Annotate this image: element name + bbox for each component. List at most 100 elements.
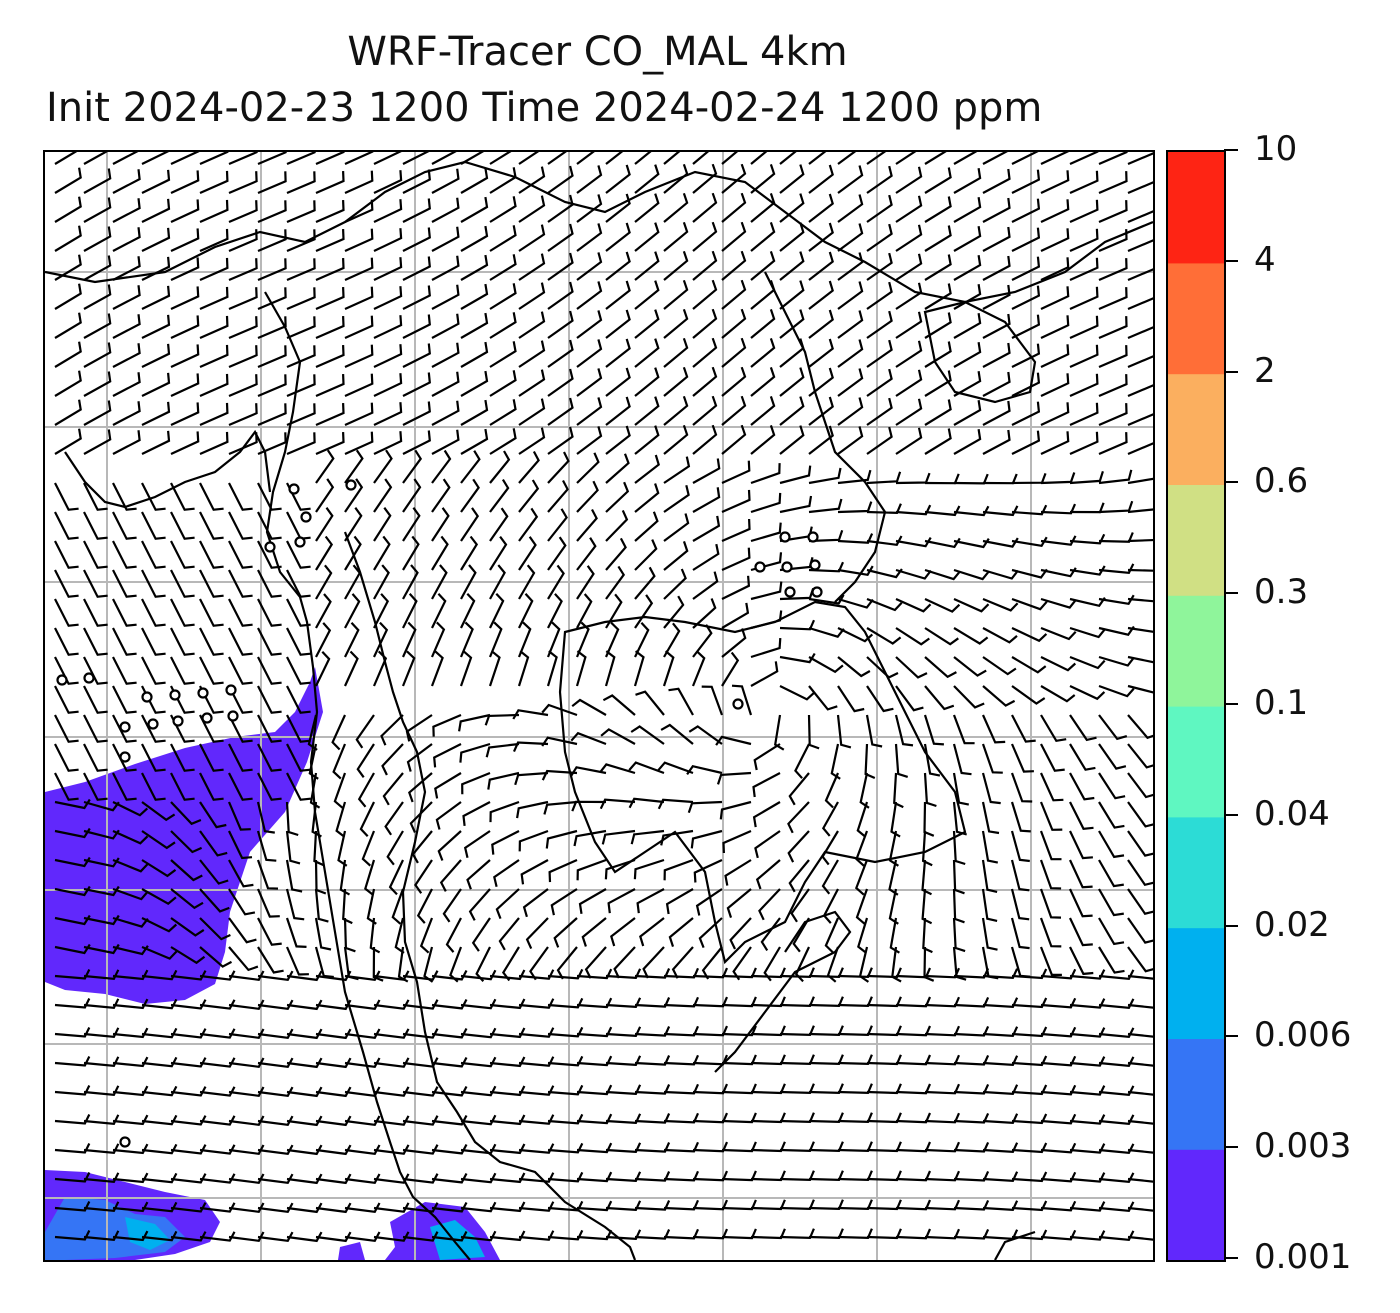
colorbar-tick bbox=[1224, 1035, 1238, 1038]
wind-barb bbox=[488, 621, 503, 658]
wind-barb bbox=[866, 368, 893, 397]
wind-barb bbox=[573, 829, 607, 847]
wind-barb bbox=[228, 511, 253, 540]
coastline-southeast bbox=[994, 1230, 1036, 1260]
wind-barb bbox=[981, 859, 998, 893]
wind-barb bbox=[895, 685, 924, 712]
wind-barb bbox=[692, 487, 721, 513]
wind-barb bbox=[982, 968, 1019, 979]
wind-barb bbox=[750, 338, 776, 368]
wind-barb bbox=[1010, 743, 1034, 773]
wind-barb bbox=[1098, 743, 1127, 770]
wind-barb bbox=[605, 968, 642, 980]
wind-barb bbox=[547, 564, 565, 600]
wind-barb bbox=[228, 946, 259, 972]
wind-barb bbox=[982, 1229, 1019, 1240]
calm-wind-marker bbox=[807, 531, 819, 543]
wind-barb bbox=[924, 685, 955, 711]
wind-barb bbox=[692, 571, 719, 600]
wind-barb bbox=[634, 621, 650, 658]
colorbar-tick-label: 0.04 bbox=[1254, 793, 1330, 834]
wind-barb bbox=[83, 1172, 120, 1183]
wind-barb bbox=[141, 1172, 178, 1184]
wind-barb bbox=[228, 1057, 265, 1068]
wind-barb bbox=[199, 1231, 236, 1242]
wind-barb bbox=[228, 374, 258, 398]
wind-barb bbox=[489, 370, 517, 397]
wind-barb bbox=[605, 997, 642, 1009]
wind-barb bbox=[199, 970, 236, 981]
wind-barb bbox=[895, 504, 932, 516]
wind-barb bbox=[604, 621, 620, 658]
wind-barb bbox=[750, 164, 776, 194]
wind-barb bbox=[54, 370, 82, 397]
wind-barb bbox=[170, 1086, 207, 1097]
wind-barb bbox=[1069, 714, 1097, 742]
wind-barb bbox=[692, 458, 721, 484]
wind-barb bbox=[112, 916, 149, 928]
wind-barb bbox=[576, 1055, 613, 1067]
wind-barb bbox=[721, 337, 747, 368]
colorbar-tick-label: 10 bbox=[1254, 129, 1298, 169]
wind-barb bbox=[1098, 594, 1135, 606]
wind-barb bbox=[141, 256, 171, 281]
wind-barb bbox=[895, 1199, 932, 1211]
wind-barb bbox=[228, 656, 253, 685]
wind-barb bbox=[663, 250, 689, 281]
wind-barb bbox=[634, 454, 660, 484]
wind-barb bbox=[199, 257, 229, 282]
wind-barb bbox=[824, 772, 840, 809]
wind-barb bbox=[758, 888, 781, 921]
wind-barb bbox=[431, 592, 447, 629]
wind-barb bbox=[518, 427, 546, 455]
wind-barb bbox=[54, 998, 91, 1009]
wind-barb bbox=[982, 997, 1019, 1008]
wind-barb bbox=[498, 917, 520, 951]
wind-barb bbox=[576, 1113, 613, 1125]
wind-barb bbox=[837, 339, 864, 368]
wind-barb bbox=[691, 650, 706, 687]
wind-barb bbox=[952, 830, 966, 866]
wind-barb bbox=[431, 535, 449, 571]
wind-barb bbox=[257, 1173, 294, 1184]
wind-barb bbox=[359, 801, 375, 838]
wind-barb bbox=[779, 309, 805, 339]
wind-barb bbox=[953, 1170, 990, 1182]
wind-barb bbox=[837, 656, 871, 678]
wind-barb bbox=[779, 652, 816, 664]
wind-barb bbox=[866, 223, 893, 252]
wind-barb bbox=[431, 1114, 468, 1126]
wind-barb bbox=[924, 152, 947, 165]
wind-barb bbox=[228, 171, 258, 195]
colorbar-tick-label: 0.6 bbox=[1254, 461, 1309, 502]
wind-barb bbox=[431, 478, 451, 513]
wind-barb bbox=[921, 859, 932, 896]
wind-barb bbox=[315, 432, 345, 456]
wind-barb bbox=[821, 830, 839, 866]
wind-barb bbox=[199, 1086, 236, 1097]
wind-barb bbox=[1069, 152, 1099, 166]
wind-barb bbox=[822, 888, 839, 924]
wind-barb bbox=[692, 424, 718, 455]
wind-barb bbox=[1098, 432, 1128, 456]
wind-barb bbox=[547, 1113, 584, 1125]
wind-barb bbox=[953, 400, 982, 426]
wind-barb bbox=[518, 340, 546, 368]
wind-barb bbox=[692, 152, 710, 165]
wind-barb bbox=[315, 970, 352, 982]
wind-barb bbox=[663, 541, 689, 571]
wind-barb bbox=[315, 1173, 352, 1185]
wind-barb bbox=[895, 311, 923, 339]
wind-barb bbox=[690, 829, 723, 849]
wind-barb bbox=[460, 1027, 497, 1039]
wind-barb bbox=[315, 593, 332, 629]
calm-wind-marker bbox=[119, 1136, 131, 1148]
wind-barb bbox=[663, 1083, 700, 1095]
wind-barb bbox=[1040, 344, 1070, 368]
wind-barb bbox=[228, 345, 258, 369]
wind-barb bbox=[605, 1113, 642, 1125]
colorbar-tick-label: 0.02 bbox=[1254, 904, 1330, 945]
wind-barb bbox=[895, 656, 928, 679]
colorbar-tick bbox=[1224, 370, 1238, 373]
wind-barb bbox=[837, 397, 864, 426]
